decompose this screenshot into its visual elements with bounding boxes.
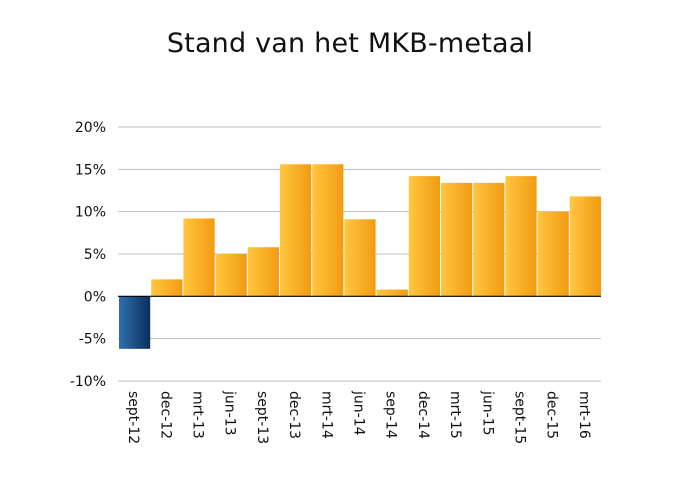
x-tick-label: sep-14 bbox=[383, 391, 399, 439]
bar-dec-15 bbox=[537, 211, 569, 297]
x-tick-label: jun-13 bbox=[222, 390, 238, 436]
bar-mrt-14 bbox=[312, 164, 344, 297]
x-tick-label: mrt-15 bbox=[447, 391, 463, 439]
bar-sept-13 bbox=[247, 247, 279, 297]
bar-sept-15 bbox=[505, 176, 537, 297]
y-tick-label: 5% bbox=[84, 247, 106, 263]
y-axis-tick-labels: -10% -5% 0% 5% 10% 15% 20% bbox=[70, 120, 106, 390]
bar-mrt-13 bbox=[183, 218, 215, 297]
chart-title: Stand van het MKB-metaal bbox=[166, 28, 534, 59]
bar-jun-15 bbox=[473, 182, 505, 297]
bar-sept-12 bbox=[119, 296, 151, 349]
x-tick-label: sept-13 bbox=[254, 391, 270, 444]
bar-jun-13 bbox=[215, 254, 247, 297]
bar-mrt-16 bbox=[569, 196, 601, 297]
bar-sep-14 bbox=[376, 289, 408, 297]
x-tick-label: sept-12 bbox=[125, 391, 141, 444]
y-tick-label: -10% bbox=[70, 374, 106, 390]
y-tick-label: 20% bbox=[75, 120, 106, 136]
x-tick-label: dec-15 bbox=[544, 391, 560, 439]
x-tick-label: jun-14 bbox=[351, 390, 367, 436]
x-tick-label: dec-13 bbox=[286, 391, 302, 439]
x-tick-label: sept-15 bbox=[512, 391, 528, 444]
x-tick-label: mrt-13 bbox=[190, 391, 206, 439]
x-tick-label: mrt-14 bbox=[318, 391, 334, 439]
bar-dec-13 bbox=[280, 164, 312, 297]
bars bbox=[119, 164, 601, 349]
y-tick-label: -5% bbox=[79, 332, 106, 348]
x-tick-label: dec-14 bbox=[415, 391, 431, 439]
y-tick-label: 0% bbox=[84, 289, 106, 305]
x-axis-tick-labels: sept-12 dec-12 mrt-13 jun-13 sept-13 dec-13 mr… bbox=[125, 390, 592, 444]
bar-jun-14 bbox=[344, 219, 376, 297]
bar-mrt-15 bbox=[441, 182, 473, 297]
bar-dec-14 bbox=[408, 176, 440, 297]
y-tick-label: 15% bbox=[75, 162, 106, 178]
x-tick-label: jun-15 bbox=[479, 390, 495, 436]
x-tick-label: mrt-16 bbox=[576, 391, 592, 439]
y-tick-label: 10% bbox=[75, 205, 106, 221]
x-tick-label: dec-12 bbox=[157, 391, 173, 439]
bar-dec-12 bbox=[151, 279, 183, 297]
